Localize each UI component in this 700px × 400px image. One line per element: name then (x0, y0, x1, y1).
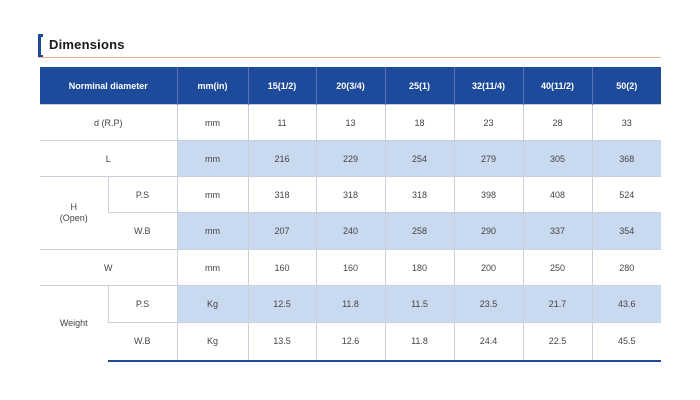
table-cell: 24.4 (453, 322, 523, 362)
table-cell: 43.6 (591, 285, 661, 323)
row-sublabel: P.S (107, 285, 177, 323)
heading-bracket-icon (38, 34, 43, 58)
table-cell: 280 (591, 249, 661, 286)
header-size: 40(11/2) (522, 67, 592, 105)
table-cell: 11.8 (315, 285, 385, 323)
row-sublabel: W.B (108, 322, 177, 362)
table-cell: 11.5 (384, 285, 454, 323)
table-cell: 200 (453, 249, 523, 286)
heading-divider (38, 57, 661, 58)
header-nominal-diameter: Norminal diameter (40, 67, 177, 105)
table-cell: 279 (453, 140, 523, 177)
table-row: W mm 160 160 180 200 250 280 (40, 249, 661, 286)
table-row: L mm 216 229 254 279 305 368 (40, 140, 661, 177)
table-cell: 11 (247, 104, 316, 141)
row-label-open: (Open) (59, 213, 88, 223)
table-cell: 240 (315, 212, 385, 250)
table-cell: 33 (591, 104, 661, 141)
row-sublabel: W.B (108, 212, 177, 250)
table-cell: 258 (384, 212, 454, 250)
table-cell: 229 (315, 140, 385, 177)
table-row: W.B mm 207 240 258 290 337 354 (40, 212, 661, 250)
table-cell: 12.5 (247, 285, 316, 323)
table-cell: 160 (247, 249, 316, 286)
row-label: W (40, 249, 177, 286)
table-row: W.B Kg 13.5 12.6 11.8 24.4 22.5 45.5 (40, 322, 661, 362)
row-unit: mm (176, 212, 248, 250)
header-size: 15(1/2) (247, 67, 316, 105)
row-label-h: H (70, 202, 78, 212)
table-cell: 160 (315, 249, 385, 286)
row-sublabel: P.S (107, 176, 177, 213)
table-cell: 23.5 (453, 285, 523, 323)
table-cell: 28 (522, 104, 592, 141)
table-row: H (Open) P.S mm 318 318 318 398 408 524 (40, 176, 661, 250)
table-cell: 180 (384, 249, 454, 286)
table-cell: 318 (384, 176, 454, 213)
header-size: 50(2) (591, 67, 661, 105)
row-unit: mm (176, 140, 248, 177)
row-unit: mm (176, 249, 248, 286)
table-cell: 11.8 (384, 322, 454, 362)
row-group-label-h: H (Open) (40, 176, 108, 250)
table-cell: 23 (453, 104, 523, 141)
row-unit: Kg (176, 285, 248, 323)
table-cell: 368 (591, 140, 661, 177)
table-cell: 318 (315, 176, 385, 213)
table-cell: 354 (591, 212, 661, 250)
table-cell: 254 (384, 140, 454, 177)
header-size: 25(1) (384, 67, 454, 105)
table-cell: 398 (453, 176, 523, 213)
table-row: Weight P.S Kg 12.5 11.8 11.5 23.5 21.7 4… (40, 285, 661, 361)
table-cell: 318 (247, 176, 316, 213)
dimensions-table: Norminal diameter mm(in) 15(1/2) 20(3/4)… (40, 67, 661, 362)
row-label: d (R.P) (40, 104, 177, 141)
table-cell: 12.6 (315, 322, 385, 362)
row-group-label-weight: Weight (40, 285, 108, 361)
table-cell: 22.5 (522, 322, 592, 362)
table-row: d (R.P) mm 11 13 18 23 28 33 (40, 104, 661, 141)
table-cell: 21.7 (522, 285, 592, 323)
row-unit: mm (176, 104, 248, 141)
table-header-row: Norminal diameter mm(in) 15(1/2) 20(3/4)… (40, 67, 661, 105)
row-unit: Kg (176, 322, 248, 362)
table-cell: 18 (384, 104, 454, 141)
table-cell: 207 (247, 212, 316, 250)
table-cell: 250 (522, 249, 592, 286)
header-size: 20(3/4) (315, 67, 385, 105)
row-unit: mm (176, 176, 248, 213)
table-cell: 13 (315, 104, 385, 141)
table-cell: 216 (247, 140, 316, 177)
header-unit: mm(in) (176, 67, 248, 105)
table-cell: 13.5 (247, 322, 316, 362)
table-cell: 337 (522, 212, 592, 250)
table-cell: 290 (453, 212, 523, 250)
table-cell: 305 (522, 140, 592, 177)
header-size: 32(11/4) (453, 67, 523, 105)
table-cell: 524 (591, 176, 661, 213)
table-cell: 45.5 (591, 322, 661, 362)
table-cell: 408 (522, 176, 592, 213)
section-title: Dimensions (49, 37, 125, 52)
row-label: L (40, 140, 177, 177)
